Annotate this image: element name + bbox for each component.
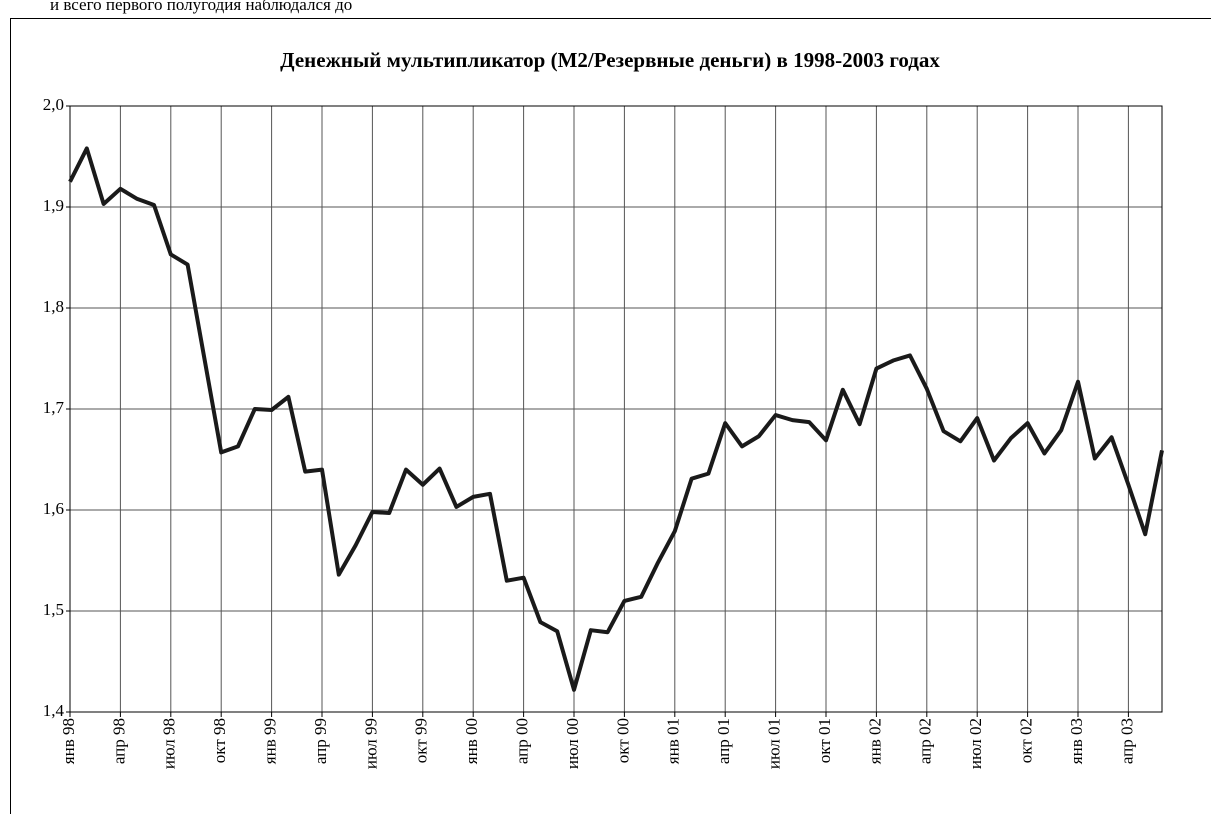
x-tick-label: апр 01 — [714, 718, 733, 764]
y-tick-label: 1,5 — [43, 600, 64, 619]
x-tick-label: янв 02 — [865, 718, 884, 764]
x-tick-label: апр 00 — [513, 718, 532, 764]
x-tick-label: апр 03 — [1117, 718, 1136, 764]
x-tick-label: окт 98 — [210, 718, 229, 763]
y-tick-label: 2,0 — [43, 95, 64, 114]
y-tick-label: 1,9 — [43, 196, 64, 215]
plot-border — [69, 105, 1163, 713]
x-tick-label: апр 98 — [109, 718, 128, 764]
x-tick-label: янв 01 — [664, 718, 683, 764]
x-tick-label: янв 98 — [59, 718, 78, 764]
text-above: и всего первого полугодия наблюдался до — [50, 0, 352, 14]
x-tick-label: окт 99 — [412, 718, 431, 763]
x-tick-label: янв 99 — [261, 718, 280, 764]
x-tick-label: июл 01 — [765, 718, 784, 769]
x-tick-label: окт 01 — [815, 718, 834, 763]
x-tick-label: апр 02 — [916, 718, 935, 764]
y-tick-label: 1,7 — [43, 398, 65, 417]
y-tick-label: 1,8 — [43, 297, 64, 316]
x-tick-label: июл 99 — [361, 718, 380, 769]
chart-title: Денежный мультипликатор (М2/Резервные де… — [280, 48, 940, 72]
x-tick-label: июл 02 — [966, 718, 985, 769]
y-tick-label: 1,6 — [43, 499, 64, 518]
x-tick-label: июл 98 — [160, 718, 179, 769]
x-tick-label: окт 00 — [613, 718, 632, 763]
x-tick-label: янв 03 — [1067, 718, 1086, 764]
chart-frame — [10, 18, 1211, 814]
x-tick-label: апр 99 — [311, 718, 330, 764]
x-tick-label: окт 02 — [1017, 718, 1036, 763]
x-tick-label: июл 00 — [563, 718, 582, 769]
x-tick-label: янв 00 — [462, 718, 481, 764]
y-tick-label: 1,4 — [43, 701, 65, 720]
data-line — [68, 146, 1164, 692]
